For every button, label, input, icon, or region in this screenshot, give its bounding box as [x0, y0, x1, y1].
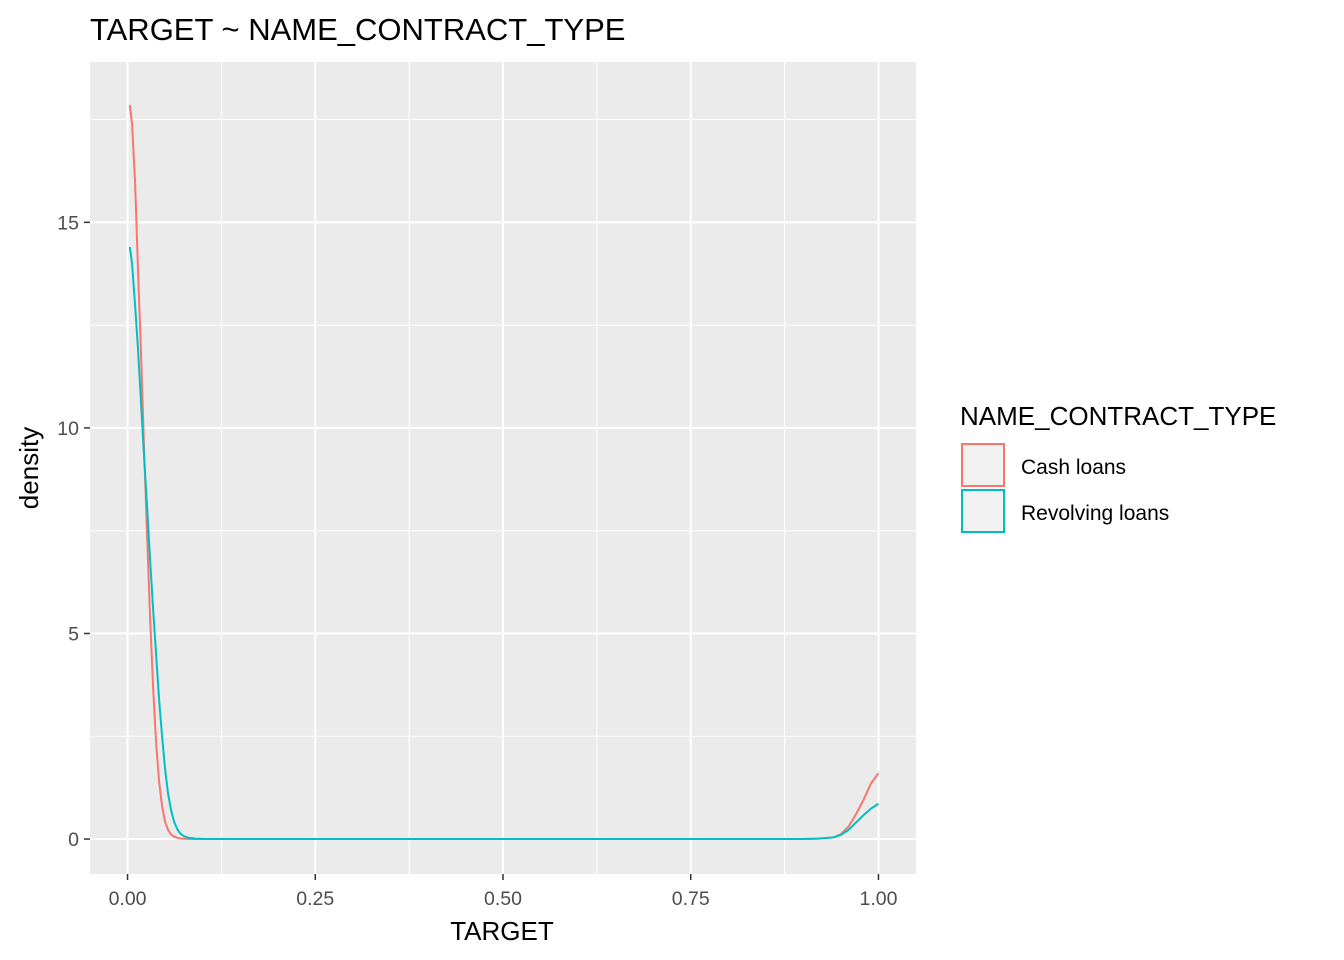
x-tick-label: 0.25 — [296, 888, 334, 910]
series-lines — [128, 105, 880, 841]
y-axis-ticks: 0 5 10 15 — [57, 212, 90, 851]
legend-key — [961, 489, 1005, 533]
y-axis-title: density — [14, 427, 44, 509]
y-tick-label: 10 — [57, 418, 79, 440]
x-axis-ticks: 0.00 0.25 0.50 0.75 1.00 — [109, 874, 898, 910]
legend-items: Cash loans Revolving loans — [961, 443, 1169, 533]
x-tick-label: 0.50 — [484, 888, 522, 910]
x-tick-label: 0.00 — [109, 888, 147, 910]
legend: NAME_CONTRACT_TYPE Cash loans Revolving l… — [960, 401, 1276, 533]
y-tick-label: 15 — [57, 212, 79, 234]
legend-label: Cash loans — [1021, 456, 1126, 479]
x-axis-title: TARGET — [450, 916, 554, 946]
legend-label: Revolving loans — [1021, 502, 1169, 525]
x-tick-label: 0.75 — [672, 888, 710, 910]
legend-title: NAME_CONTRACT_TYPE — [960, 401, 1276, 431]
x-tick-label: 1.00 — [859, 888, 897, 910]
series-line-revolving-loans — [128, 246, 879, 841]
y-tick-label: 5 — [68, 623, 79, 645]
y-tick-label: 0 — [68, 829, 79, 851]
legend-key — [961, 443, 1005, 487]
chart-title: TARGET ~ NAME_CONTRACT_TYPE — [90, 12, 625, 47]
